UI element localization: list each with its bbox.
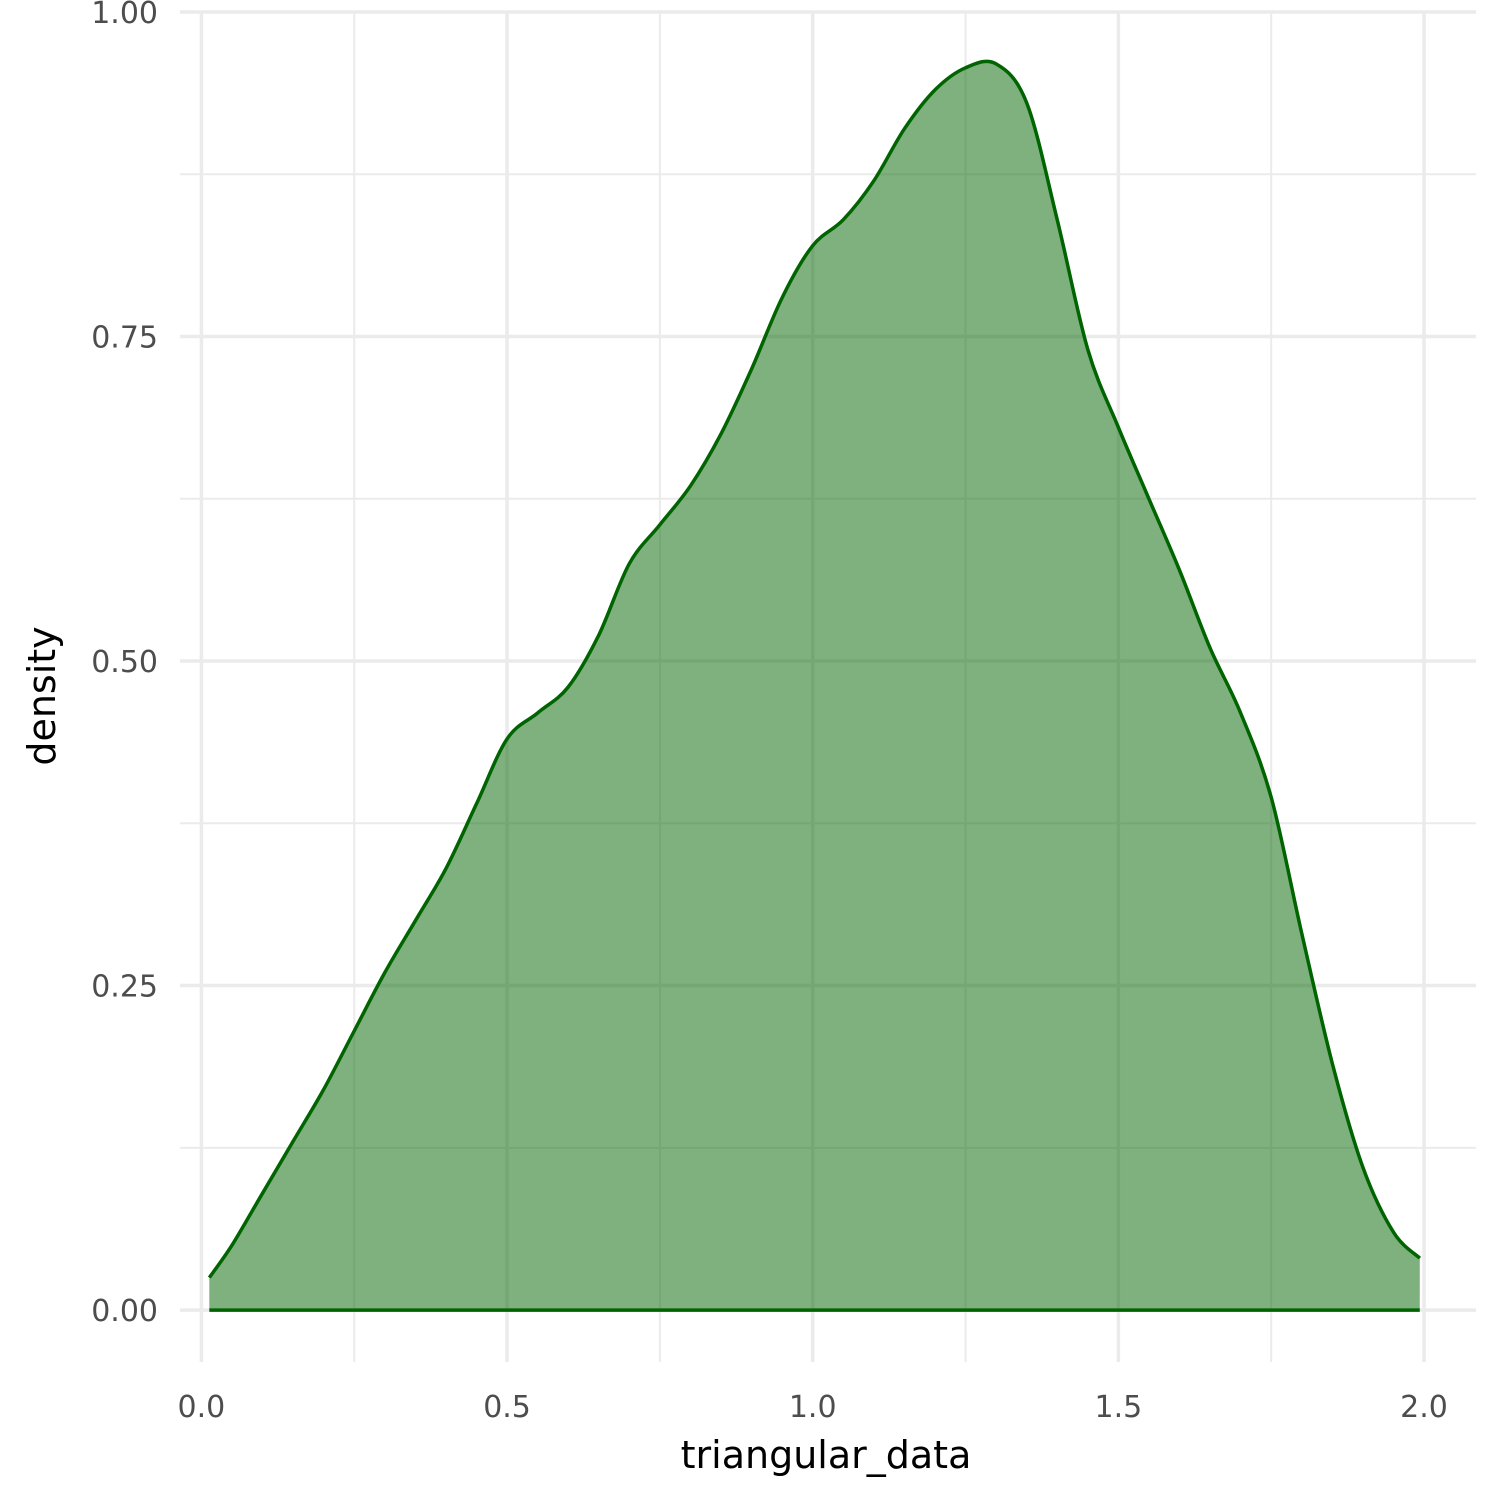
density-area [209, 61, 1420, 1311]
x-axis-title: triangular_data [681, 1433, 972, 1477]
y-tick-label: 0.50 [91, 645, 158, 680]
x-tick-label: 0.0 [178, 1390, 226, 1425]
x-tick-label: 1.0 [789, 1390, 837, 1425]
y-tick-label: 0.75 [91, 321, 158, 356]
y-axis-tick-labels: 0.00 0.25 0.50 0.75 1.00 [91, 0, 158, 1329]
x-tick-label: 1.5 [1095, 1390, 1143, 1425]
y-tick-label: 0.00 [91, 1294, 158, 1329]
density-line [207, 59, 1422, 1279]
y-tick-label: 1.00 [91, 0, 158, 31]
x-tick-label: 2.0 [1400, 1390, 1448, 1425]
x-tick-label: 0.5 [483, 1390, 531, 1425]
y-axis-title: density [20, 626, 64, 765]
x-axis-tick-labels: 0.0 0.5 1.0 1.5 2.0 [178, 1390, 1448, 1425]
y-tick-label: 0.25 [91, 970, 158, 1005]
density-area-layer [207, 59, 1422, 1312]
